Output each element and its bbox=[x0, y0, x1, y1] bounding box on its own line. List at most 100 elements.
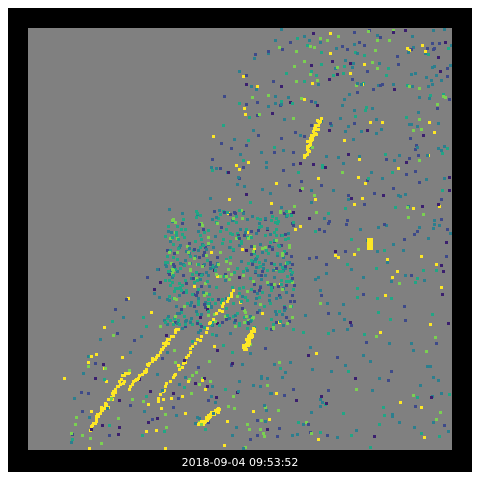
pixel bbox=[418, 87, 421, 90]
pixel bbox=[116, 332, 119, 335]
pixel bbox=[362, 354, 365, 357]
pixel bbox=[344, 250, 347, 253]
pixel bbox=[248, 342, 251, 345]
pixel bbox=[255, 266, 258, 269]
pixel bbox=[284, 267, 287, 270]
pixel bbox=[250, 253, 253, 256]
pixel bbox=[242, 344, 245, 347]
pixel bbox=[213, 313, 216, 316]
pixel bbox=[258, 289, 261, 292]
pixel bbox=[250, 230, 253, 233]
pixel bbox=[246, 299, 249, 302]
pixel bbox=[241, 307, 244, 310]
pixel bbox=[211, 265, 214, 268]
pixel bbox=[199, 323, 202, 326]
pixel bbox=[275, 313, 278, 316]
pixel bbox=[379, 331, 382, 334]
pixel bbox=[343, 98, 346, 101]
pixel bbox=[289, 361, 292, 364]
pixel bbox=[205, 248, 208, 251]
pixel bbox=[282, 256, 285, 259]
pixel bbox=[242, 75, 245, 78]
pixel bbox=[157, 397, 160, 400]
pixel bbox=[320, 184, 323, 187]
pixel bbox=[224, 279, 227, 282]
pixel bbox=[281, 252, 284, 255]
pixel bbox=[438, 435, 441, 438]
pixel bbox=[196, 279, 199, 282]
pixel bbox=[300, 180, 303, 183]
pixel bbox=[396, 270, 399, 273]
pixel bbox=[326, 39, 329, 42]
pixel bbox=[261, 247, 264, 250]
pixel bbox=[242, 212, 245, 215]
pixel bbox=[398, 282, 401, 285]
pixel bbox=[259, 218, 262, 221]
pixel bbox=[149, 390, 152, 393]
pixel bbox=[433, 131, 436, 134]
pixel bbox=[307, 354, 310, 357]
pixel bbox=[189, 255, 192, 258]
pixel bbox=[203, 420, 206, 423]
pixel bbox=[140, 335, 143, 338]
pixel bbox=[181, 222, 184, 225]
pixel bbox=[250, 245, 253, 248]
pixel bbox=[200, 274, 203, 277]
pixel bbox=[310, 432, 313, 435]
pixel bbox=[330, 370, 333, 373]
pixel bbox=[159, 281, 162, 284]
pixel bbox=[225, 297, 228, 300]
pixel bbox=[233, 321, 236, 324]
pixel bbox=[381, 121, 384, 124]
pixel bbox=[381, 83, 384, 86]
pixel bbox=[265, 161, 268, 164]
pixel bbox=[73, 397, 76, 400]
pixel bbox=[422, 213, 425, 216]
pixel bbox=[195, 216, 198, 219]
pixel bbox=[196, 313, 199, 316]
pixel bbox=[392, 29, 395, 32]
pixel bbox=[103, 407, 106, 410]
pixel bbox=[156, 417, 159, 420]
pixel bbox=[215, 167, 218, 170]
pixel bbox=[198, 273, 201, 276]
pixel bbox=[417, 154, 420, 157]
pixel bbox=[292, 151, 295, 154]
pixel bbox=[410, 123, 413, 126]
pixel bbox=[382, 194, 385, 197]
pixel bbox=[161, 357, 164, 360]
pixel bbox=[325, 272, 328, 275]
pixel bbox=[325, 402, 328, 405]
pixel bbox=[313, 46, 316, 49]
pixel bbox=[267, 252, 270, 255]
pixel bbox=[306, 153, 309, 156]
pixel bbox=[184, 376, 187, 379]
pixel bbox=[194, 382, 197, 385]
pixel bbox=[167, 225, 170, 228]
pixel bbox=[249, 277, 252, 280]
pixel bbox=[356, 91, 359, 94]
pixel bbox=[200, 325, 203, 328]
pixel bbox=[172, 263, 175, 266]
pixel bbox=[289, 269, 292, 272]
pixel bbox=[309, 346, 312, 349]
pixel bbox=[386, 261, 389, 264]
pixel bbox=[235, 426, 238, 429]
pixel bbox=[189, 351, 192, 354]
pixel bbox=[329, 52, 332, 55]
pixel bbox=[222, 124, 225, 127]
pixel bbox=[252, 250, 255, 253]
pixel bbox=[288, 246, 291, 249]
pixel bbox=[272, 80, 275, 83]
pixel bbox=[245, 249, 248, 252]
pixel bbox=[238, 237, 241, 240]
pixel bbox=[101, 424, 104, 427]
pixel bbox=[261, 291, 264, 294]
pixel bbox=[162, 398, 165, 401]
pixel bbox=[294, 131, 297, 134]
pixel bbox=[299, 189, 302, 192]
pixel bbox=[263, 404, 266, 407]
pixel bbox=[168, 251, 171, 254]
pixel bbox=[201, 377, 204, 380]
pixel bbox=[321, 166, 324, 169]
